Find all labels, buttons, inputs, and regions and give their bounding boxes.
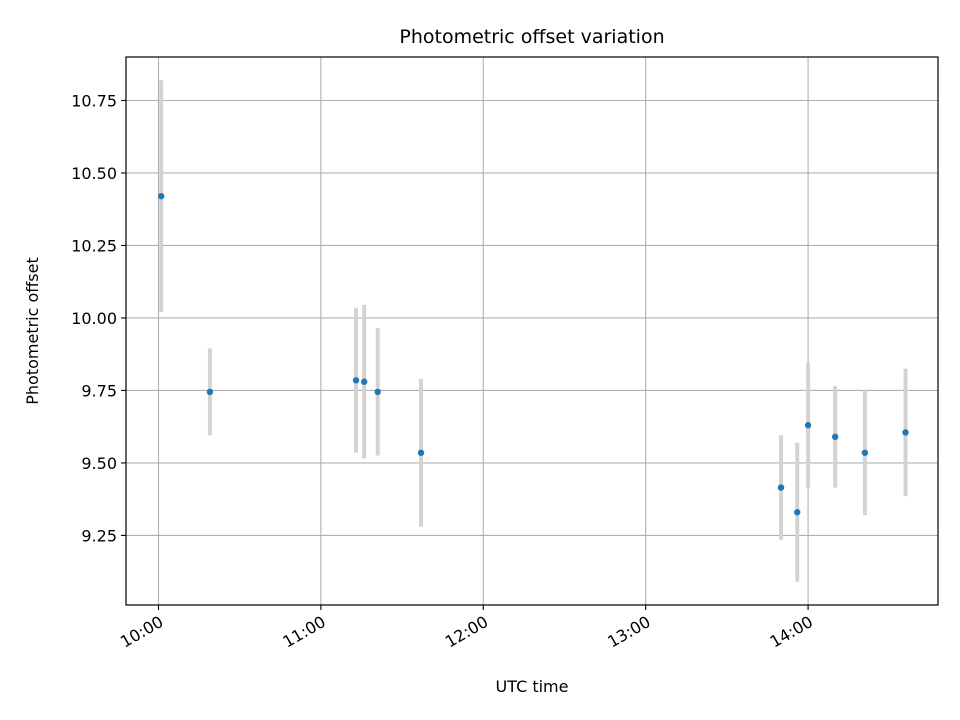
y-tick-label: 10.00 <box>71 309 117 328</box>
x-tick-label: 10:00 <box>117 612 166 652</box>
data-point <box>374 388 381 396</box>
data-point <box>902 429 909 436</box>
data-point <box>861 449 869 456</box>
x-tick-label: 11:00 <box>279 612 328 652</box>
data-point <box>360 378 368 385</box>
y-tick-label: 10.75 <box>71 91 117 110</box>
data-point <box>157 192 165 200</box>
y-tick-label: 9.50 <box>81 454 117 473</box>
error-bars <box>159 80 908 582</box>
y-tick-label: 9.75 <box>81 381 117 400</box>
data-point <box>417 449 425 456</box>
x-tick-label: 13:00 <box>604 612 653 652</box>
x-axis-label: UTC time <box>496 677 569 696</box>
x-tick-label: 12:00 <box>442 612 491 652</box>
data-points <box>157 192 909 516</box>
chart-title: Photometric offset variation <box>399 26 664 48</box>
data-point <box>804 422 812 429</box>
data-point <box>206 388 214 396</box>
data-point <box>794 509 801 516</box>
data-point <box>777 484 785 491</box>
data-point <box>831 433 839 441</box>
plot-frame <box>125 56 939 606</box>
y-tick-label: 9.25 <box>81 526 117 545</box>
x-tick-label: 14:00 <box>767 612 816 652</box>
y-tick-label: 10.50 <box>71 164 117 183</box>
data-point <box>352 377 360 384</box>
y-axis-ticks: 9.25 9.50 9.75 10.00 10.25 10.50 10.75 <box>71 91 126 545</box>
x-axis-ticks: 10:00 11:00 12:00 13:00 14:00 <box>117 605 816 652</box>
y-axis-label: Photometric offset <box>23 257 42 405</box>
y-tick-label: 10.25 <box>71 236 117 255</box>
grid <box>126 57 938 605</box>
